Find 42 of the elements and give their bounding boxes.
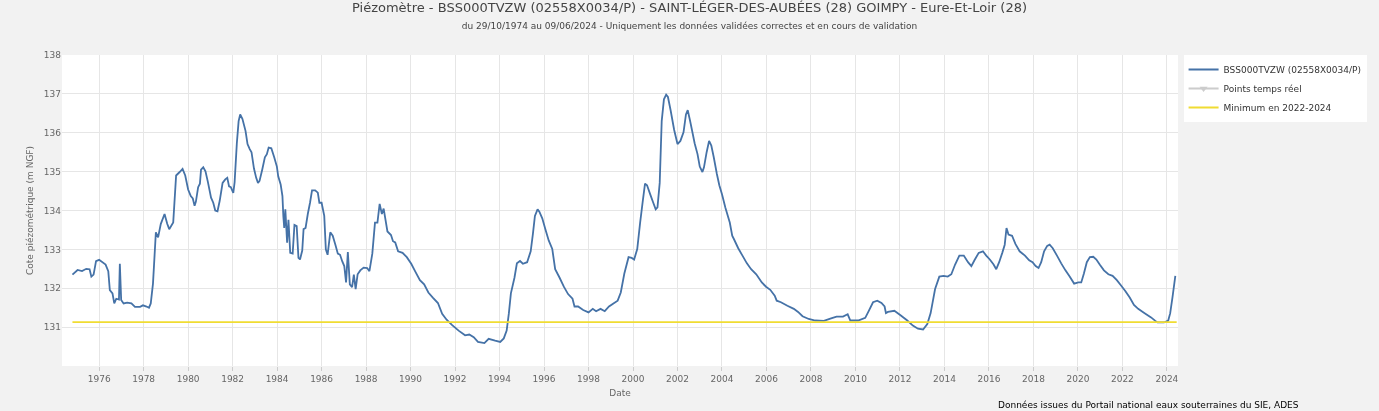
x-tick-label: 2018 [1021, 373, 1046, 384]
x-tick-label: 2000 [621, 373, 645, 384]
y-tick-label: 131 [43, 322, 61, 333]
x-tick-label: 2014 [932, 373, 957, 384]
x-tick-label: 2010 [844, 373, 868, 384]
y-tick-label: 133 [43, 244, 61, 255]
y-tick-label: 136 [43, 127, 62, 138]
x-tick-label: 1990 [399, 373, 423, 384]
x-tick-label: 1976 [87, 373, 111, 384]
chart-title: Piézomètre - BSS000TVZW (02558X0034/P) - SAINT-LÉGER-DES-AUBÉES (28) GOIMPY - Eure-Et-Loir (28) [351, 0, 1028, 16]
y-tick-label: 132 [43, 283, 61, 294]
x-tick-label: 1994 [488, 373, 512, 384]
legend-label: Minimum en 2022-2024 [1223, 103, 1332, 114]
x-tick-label: 1980 [176, 373, 200, 384]
legend-label: BSS000TVZW (02558X0034/P) [1223, 65, 1361, 76]
x-tick-label: 2012 [888, 373, 912, 384]
x-tick-label: 1998 [577, 373, 601, 384]
chart-subtitle: du 29/10/1974 au 09/06/2024 - Uniquement les données validées correctes et en cours de validation [461, 21, 918, 32]
x-tick-label: 1992 [443, 373, 467, 384]
x-tick-label: 1988 [354, 373, 378, 384]
x-tick-label: 1986 [310, 373, 334, 384]
text: Données issues du Portail national eaux souterraines du SIE, ADES [998, 400, 1299, 410]
legend-label: Points temps réel [1223, 84, 1302, 95]
x-tick-label: 2016 [977, 373, 1001, 384]
x-tick-label: 1978 [132, 373, 156, 384]
x-tick-label: 2024 [1155, 373, 1179, 384]
x-tick-label: 2006 [755, 373, 779, 384]
y-tick-label: 134 [43, 205, 62, 216]
x-tick-label: 2008 [799, 373, 823, 384]
y-tick-label: 135 [43, 166, 61, 177]
x-tick-label: 1982 [221, 373, 245, 384]
y-tick-label: 138 [43, 50, 62, 61]
y-tick-label: 137 [43, 89, 61, 100]
x-tick-label: 1984 [265, 373, 289, 384]
x-tick-label: 2020 [1066, 373, 1090, 384]
x-tick-label: 2004 [710, 373, 734, 384]
x-tick-label: 1996 [532, 373, 556, 384]
x-tick-label: 2022 [1110, 373, 1134, 384]
x-axis-title: Date [609, 387, 632, 398]
y-axis-title: Cote piézométrique (m NGF) [25, 145, 36, 276]
x-tick-label: 2002 [666, 373, 689, 384]
line-series [71, 93, 1177, 344]
